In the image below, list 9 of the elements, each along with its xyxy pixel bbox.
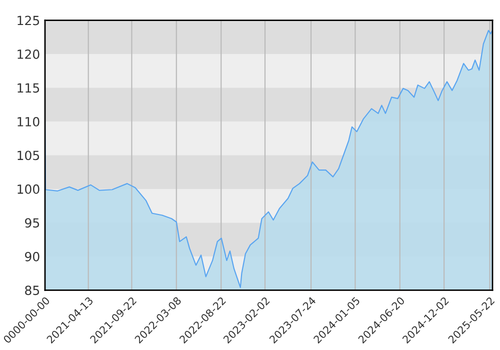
y-tick-label: 95	[25, 218, 40, 228]
y-tick-label: 85	[25, 286, 40, 296]
y-tick-label: 125	[18, 16, 40, 26]
y-tick-label: 100	[18, 184, 40, 194]
y-tick-label: 115	[18, 83, 40, 93]
y-tick-label: 90	[25, 252, 40, 262]
y-tick-label: 110	[18, 116, 40, 126]
y-tick-label: 105	[18, 150, 40, 160]
y-tick-label: 120	[18, 50, 40, 59]
